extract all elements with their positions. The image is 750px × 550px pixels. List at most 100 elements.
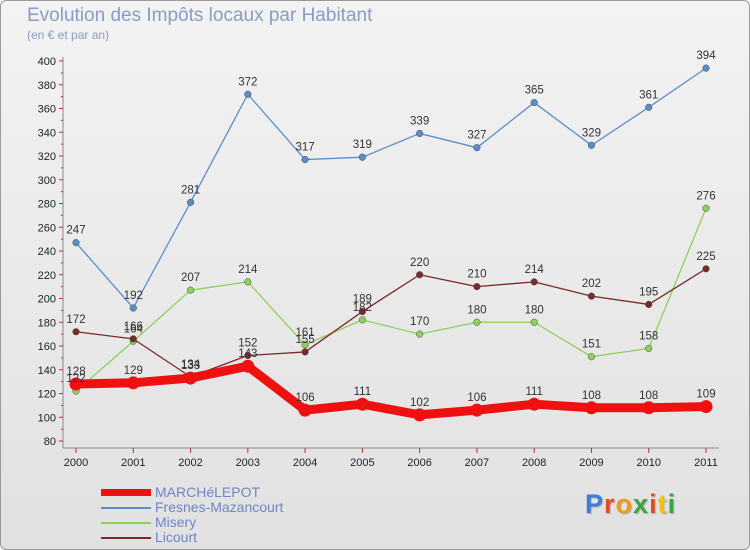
data-label-misery: 207 xyxy=(181,272,200,284)
data-label-licourt: 152 xyxy=(238,338,257,350)
x-tick-label: 2004 xyxy=(293,457,317,469)
data-label-misery: 122 xyxy=(66,373,85,385)
data-label-fresnes-mazancourt: 327 xyxy=(467,130,486,142)
point-licourt xyxy=(587,292,596,300)
data-label-march-lepot: 129 xyxy=(124,365,143,377)
data-label-march-lepot: 109 xyxy=(696,389,715,401)
point-march-lepot xyxy=(699,400,713,414)
point-march-lepot xyxy=(241,359,255,373)
y-axis-ticks: 80 100 120 140 160 180 200 220 240 260 280 300 320 34… xyxy=(38,56,63,448)
legend-swatch-marchelepot xyxy=(101,489,151,496)
logo-letter: r xyxy=(604,489,616,519)
proxiti-logo: Proxiti xyxy=(585,489,676,520)
logo-letter: o xyxy=(615,489,634,519)
point-licourt xyxy=(358,308,366,316)
series-line-licourt xyxy=(75,268,707,378)
data-label-march-lepot: 128 xyxy=(66,366,85,378)
legend-item-licourt[interactable]: Licourt xyxy=(101,530,361,545)
legend-item-fresnes-mazancourt[interactable]: Fresnes-Mazancourt xyxy=(101,500,361,515)
data-label-licourt: 166 xyxy=(124,321,143,333)
point-fresnes-mazancourt xyxy=(129,304,137,312)
data-label-licourt: 214 xyxy=(525,264,545,276)
series-line-misery xyxy=(75,207,707,392)
data-label-fresnes-mazancourt: 192 xyxy=(124,290,143,302)
data-label-licourt: 134 xyxy=(181,359,201,371)
data-label-fresnes-mazancourt: 372 xyxy=(238,76,257,88)
y-tick-label: 80 xyxy=(44,436,56,448)
y-tick-label: 180 xyxy=(38,317,56,329)
data-label-fresnes-mazancourt: 329 xyxy=(582,127,601,139)
point-fresnes-mazancourt xyxy=(645,103,653,111)
data-label-fresnes-mazancourt: 394 xyxy=(696,50,716,62)
point-march-lepot xyxy=(126,376,140,390)
point-fresnes-mazancourt xyxy=(186,198,195,206)
legend: MARCHéLEPOT Fresnes-Mazancourt Misery Li… xyxy=(101,485,361,545)
data-label-fresnes-mazancourt: 247 xyxy=(66,225,85,237)
data-label-march-lepot: 102 xyxy=(410,397,429,409)
series-line-fresnes-mazancourt xyxy=(75,67,707,309)
logo-letter: i xyxy=(667,489,677,519)
data-label-march-lepot: 111 xyxy=(354,386,371,398)
data-label-fresnes-mazancourt: 319 xyxy=(353,139,372,151)
data-label-misery: 161 xyxy=(295,327,314,339)
data-label-misery: 182 xyxy=(353,302,372,314)
point-misery xyxy=(645,344,653,352)
logo-letter: i xyxy=(649,489,658,519)
x-tick-label: 2002 xyxy=(178,457,202,469)
data-label-fresnes-mazancourt: 281 xyxy=(181,184,200,196)
y-tick-label: 160 xyxy=(38,341,56,353)
point-licourt xyxy=(301,348,309,356)
point-licourt xyxy=(530,278,538,286)
data-label-fresnes-mazancourt: 317 xyxy=(295,142,314,154)
data-label-misery: 180 xyxy=(467,304,486,316)
data-label-licourt: 189 xyxy=(353,294,372,306)
point-licourt xyxy=(645,300,653,308)
point-licourt xyxy=(72,328,80,336)
series-line-march-lepot xyxy=(71,361,711,420)
point-march-lepot xyxy=(413,408,427,422)
series-layer xyxy=(69,64,713,422)
data-label-fresnes-mazancourt: 361 xyxy=(639,89,658,101)
point-fresnes-mazancourt xyxy=(530,99,538,107)
data-label-misery: 276 xyxy=(696,190,715,202)
point-fresnes-mazancourt xyxy=(244,90,252,98)
data-label-licourt: 220 xyxy=(410,257,429,269)
point-fresnes-mazancourt xyxy=(72,239,80,247)
data-label-licourt: 202 xyxy=(582,278,601,290)
y-tick-label: 400 xyxy=(38,56,56,68)
legend-item-misery[interactable]: Misery xyxy=(101,515,361,530)
point-misery xyxy=(416,330,424,338)
x-tick-label: 2003 xyxy=(236,457,260,469)
legend-label-misery: Misery xyxy=(155,514,197,530)
data-label-misery: 164 xyxy=(124,323,144,335)
y-tick-label: 100 xyxy=(38,412,56,424)
data-label-march-lepot: 108 xyxy=(582,390,601,402)
logo-letter: P xyxy=(585,489,605,519)
point-licourt xyxy=(244,351,252,360)
data-label-misery: 180 xyxy=(525,304,544,316)
point-fresnes-mazancourt xyxy=(473,144,481,152)
point-march-lepot xyxy=(642,401,656,415)
y-tick-label: 360 xyxy=(38,104,56,116)
x-tick-label: 2009 xyxy=(579,457,603,469)
data-label-misery: 158 xyxy=(639,330,658,342)
point-march-lepot xyxy=(470,403,484,417)
chart-title: Evolution des Impôts locaux par Habitant xyxy=(27,5,373,26)
x-tick-label: 2000 xyxy=(64,457,88,469)
x-axis-ticks: 2000 2001 2002 2003 2004 2005 2006 2007 2008 2009… xyxy=(64,448,718,469)
data-label-march-lepot: 108 xyxy=(639,390,658,402)
point-fresnes-mazancourt xyxy=(416,129,424,137)
data-label-misery: 170 xyxy=(410,316,429,328)
data-label-fresnes-mazancourt: 365 xyxy=(525,85,544,97)
legend-swatch-fresnes-mazancourt xyxy=(101,507,151,509)
x-tick-label: 2008 xyxy=(522,457,546,469)
y-tick-label: 300 xyxy=(38,175,56,187)
data-label-licourt: 225 xyxy=(696,251,715,263)
y-tick-label: 200 xyxy=(38,294,56,306)
x-tick-label: 2001 xyxy=(121,457,145,469)
data-label-licourt: 172 xyxy=(66,314,85,326)
data-label-march-lepot: 106 xyxy=(467,392,486,404)
legend-item-marchelepot[interactable]: MARCHéLEPOT xyxy=(101,485,361,500)
y-tick-label: 340 xyxy=(38,127,56,139)
